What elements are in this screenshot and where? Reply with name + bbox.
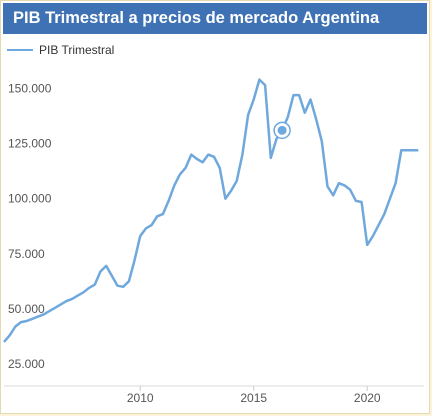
chart-title: PIB Trimestral a precios de mercado Arge… xyxy=(3,3,427,34)
y-tick-label: 100.000 xyxy=(8,192,52,206)
x-tick-label: 2015 xyxy=(240,391,267,405)
hover-marker-dot[interactable] xyxy=(277,125,287,135)
x-tick-label: 2010 xyxy=(127,391,154,405)
y-tick-label: 50.000 xyxy=(8,302,45,316)
x-tick-label: 2020 xyxy=(354,391,381,405)
y-tick-label: 25.000 xyxy=(8,357,45,371)
y-tick-label: 150.000 xyxy=(8,81,52,95)
y-tick-label: 75.000 xyxy=(8,247,45,261)
legend-swatch xyxy=(7,49,33,51)
series-line[interactable] xyxy=(3,78,419,343)
legend-label: PIB Trimestral xyxy=(39,43,115,57)
legend[interactable]: PIB Trimestral xyxy=(7,41,114,59)
y-tick-label: 125.000 xyxy=(8,137,52,151)
